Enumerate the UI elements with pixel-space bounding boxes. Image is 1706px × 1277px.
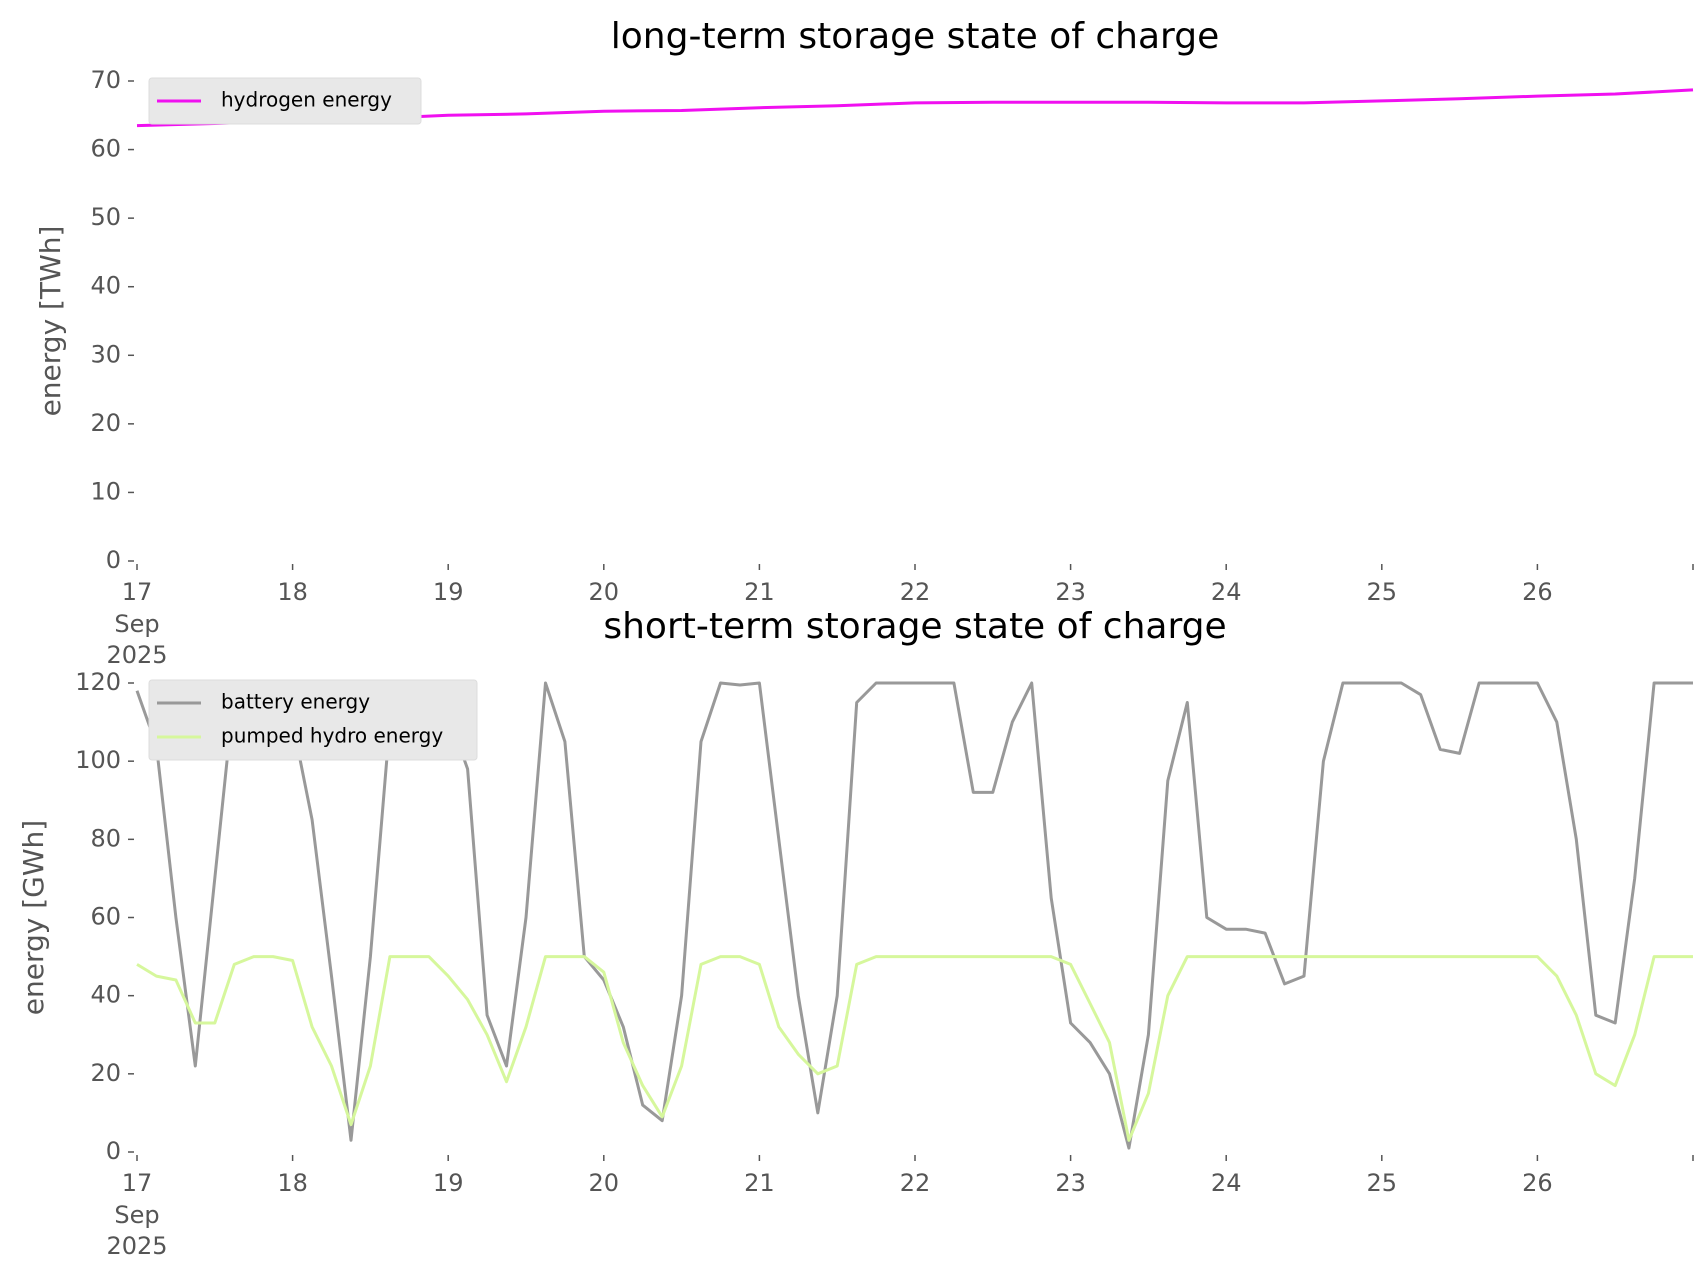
y-tick-label: 70 [90, 66, 121, 94]
x-tick-sublabel: 2025 [106, 641, 167, 669]
legend-label: pumped hydro energy [221, 724, 443, 748]
x-tick-label: 17 [122, 578, 153, 606]
y-tick-label: 40 [90, 272, 121, 300]
x-tick-label: 26 [1522, 1169, 1553, 1197]
y-tick-label: 40 [90, 981, 121, 1009]
y-tick-label: 30 [90, 340, 121, 368]
legend: battery energy pumped hydro energy [148, 679, 478, 761]
y-axis-label: energy [TWh] [34, 226, 67, 417]
y-tick-label: 100 [75, 746, 121, 774]
x-tick-label: 22 [900, 578, 931, 606]
x-tick-label: 18 [277, 578, 308, 606]
x-tick-sublabel: Sep [114, 1201, 159, 1229]
x-tick-label: 25 [1367, 578, 1398, 606]
x-tick-sublabel: 2025 [106, 1232, 167, 1260]
y-tick-label: 0 [106, 546, 121, 574]
x-tick-label: 21 [744, 578, 775, 606]
x-tick-label: 17 [122, 1169, 153, 1197]
x-tick-label: 24 [1211, 578, 1242, 606]
legend-box [148, 679, 478, 761]
x-tick-label: 22 [900, 1169, 931, 1197]
y-tick-label: 60 [90, 135, 121, 163]
y-tick-label: 120 [75, 668, 121, 696]
legend-label: battery energy [221, 690, 370, 714]
y-tick-label: 10 [90, 477, 121, 505]
x-tick-label: 20 [589, 578, 620, 606]
x-tick-label: 19 [433, 578, 464, 606]
legend: hydrogen energy [148, 77, 422, 125]
chart-title: short-term storage state of charge [603, 606, 1226, 647]
x-tick-label: 21 [744, 1169, 775, 1197]
y-tick-label: 50 [90, 203, 121, 231]
legend-box [148, 77, 422, 125]
x-tick-label: 26 [1522, 578, 1553, 606]
x-tick-label: 23 [1055, 1169, 1086, 1197]
series-line [136, 955, 1693, 1142]
y-tick-label: 0 [106, 1137, 121, 1165]
legend-label: hydrogen energy [221, 88, 392, 112]
x-tick-label: 23 [1055, 578, 1086, 606]
x-tick-label: 24 [1211, 1169, 1242, 1197]
x-tick-label: 19 [433, 1169, 464, 1197]
chart-title: long-term storage state of charge [611, 16, 1219, 57]
x-tick-sublabel: Sep [114, 610, 159, 638]
x-tick-label: 18 [277, 1169, 308, 1197]
y-tick-label: 80 [90, 824, 121, 852]
y-tick-label: 20 [90, 409, 121, 437]
x-tick-label: 25 [1367, 1169, 1398, 1197]
x-tick-label: 20 [589, 1169, 620, 1197]
y-tick-label: 60 [90, 903, 121, 931]
y-axis-label: energy [GWh] [17, 820, 50, 1015]
y-tick-label: 20 [90, 1059, 121, 1087]
